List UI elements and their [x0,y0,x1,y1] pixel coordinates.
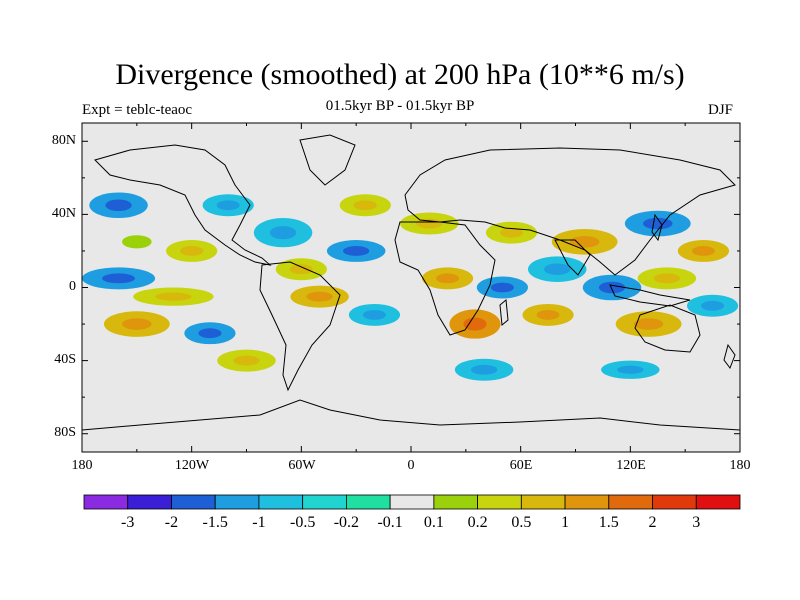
divergence-blob-core [436,273,460,284]
colorbar-swatch [302,494,347,510]
divergence-blob-core [416,218,443,229]
colorbar-label: -0.5 [289,514,316,531]
coast-indonesia [609,284,691,307]
coast-north-america [94,144,272,266]
season-label: DJF [708,102,734,118]
colorbar-swatch [127,494,172,510]
coast-japan [651,213,663,242]
divergence-blob-core [198,328,222,339]
divergence-blob-core [155,292,192,301]
divergence-blob-core [500,227,524,238]
colorbar-label: -0.1 [377,514,403,531]
divergence-blob-core [289,264,313,275]
divergence-blob-core [122,235,152,249]
lat-label-80s: 80S [54,425,76,440]
colorbar-swatch [214,494,260,510]
divergence-blob-core [544,263,571,275]
colorbar [83,494,741,510]
coast-australia [634,304,701,353]
divergence-blob-core [343,246,370,256]
divergence-blob-core [306,291,333,302]
colorbar-swatch [564,494,610,510]
lon-label-120e: 120E [616,458,646,473]
colorbar-label: -1.5 [202,514,228,531]
coastlines [82,134,740,431]
coast-madagascar [499,299,509,326]
colorbar-swatch [345,494,391,510]
coast-antarctica [82,399,740,431]
divergence-blob-core [216,200,240,211]
colorbar-label: -1 [252,514,266,531]
lon-label-0: 0 [407,458,415,473]
divergence-blob-core [463,317,487,331]
colorbar-swatch [389,494,435,510]
colorbar-label: 0.5 [511,514,532,531]
divergence-blob-core [653,273,681,284]
lon-label-120w: 120W [174,458,210,473]
colorbar-label: 3 [692,514,701,531]
divergence-blob-core [233,355,260,366]
lat-label-80n: 80N [51,133,76,148]
chart-title: Divergence (smoothed) at 200 hPa (10**6 … [115,58,685,91]
colorbar-swatch [652,494,697,510]
coast-greenland [299,134,356,186]
axis-ticks [81,123,741,452]
chart-subtitle: 01.5kyr BP - 01.5kyr BP [325,98,475,114]
colorbar-label: 2 [648,514,657,531]
map-background [82,123,740,452]
colorbar-label: 1 [561,514,570,531]
colorbar-swatch [433,494,479,510]
colorbar-swatch [83,494,129,510]
colorbar-swatch [695,494,741,510]
lon-label-180w: 180 [71,458,93,473]
coast-africa [394,221,496,336]
experiment-label: Expt = teblc-teaoc [82,102,193,118]
divergence-blob-core [122,318,152,330]
coast-eurasia [404,147,736,276]
lat-label-40s: 40S [54,352,76,367]
colorbar-label: 0.2 [467,514,488,531]
divergence-blob-core [353,200,377,211]
lat-label-0: 0 [69,279,76,294]
divergence-blob-core [490,282,514,293]
divergence-blob-core [617,365,644,374]
coast-south-america [259,261,341,392]
colorbar-swatch [608,494,653,510]
lat-label-40n: 40N [51,206,76,221]
divergence-blob-core [701,300,725,311]
divergence-blob-core [691,246,715,256]
colorbar-label: 1.5 [598,514,619,531]
coast-india [554,239,591,276]
colorbar-swatch [477,494,522,510]
divergence-blob-core [362,309,386,320]
lon-label-60w: 60W [288,458,316,473]
lon-label-180e: 180 [729,458,751,473]
divergence-field [82,192,739,381]
divergence-blob-core [470,364,498,375]
divergence-blob-core [105,199,132,212]
colorbar-label: -2 [164,514,179,531]
colorbar-swatch [171,494,216,510]
divergence-blob-core [569,236,600,248]
colorbar-label: -3 [121,514,135,531]
divergence-blob-core [633,318,664,330]
colorbar-swatch [520,494,566,510]
divergence-blob-core [102,273,136,284]
colorbar-swatch [258,494,304,510]
divergence-blob-core [598,281,626,294]
colorbar-label: 0.1 [423,514,444,531]
divergence-blob-core [269,226,297,240]
lon-label-60e: 60E [509,458,533,473]
divergence-blob-core [180,246,204,256]
divergence-blob-core [536,309,560,320]
colorbar-label: -0.2 [333,514,360,531]
coast-new-zealand [723,343,736,370]
